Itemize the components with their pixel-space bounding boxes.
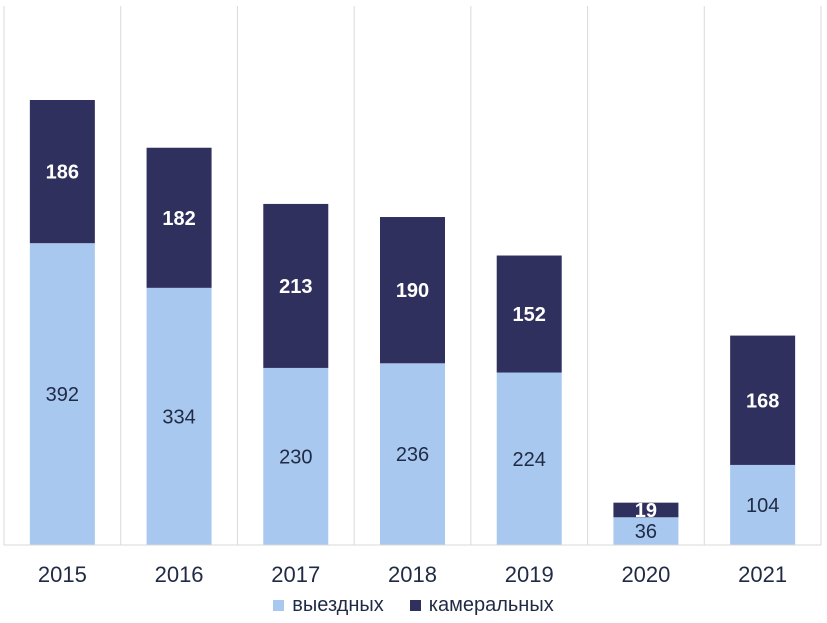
bar-vyezdnyh-2016 [146, 287, 212, 545]
data-label-kameralnyh-2016: 182 [162, 208, 195, 230]
bar-kameralnyh-2019 [496, 255, 562, 373]
data-label-kameralnyh-2019: 152 [513, 304, 546, 326]
data-label-vyezdnyh-2018: 236 [396, 444, 429, 466]
x-tick-label-2016: 2016 [155, 562, 204, 587]
legend-item-vyezdnyh: выездных [273, 594, 384, 617]
x-tick-label-2017: 2017 [271, 562, 320, 587]
bar-vyezdnyh-2018 [380, 363, 445, 545]
data-label-vyezdnyh-2021: 104 [746, 495, 779, 517]
bar-vyezdnyh-2019 [496, 372, 562, 545]
data-label-vyezdnyh-2015: 392 [46, 384, 79, 406]
legend-label-kameralnyh: камеральных [428, 594, 554, 616]
data-label-kameralnyh-2020: 19 [635, 500, 657, 522]
data-label-kameralnyh-2021: 168 [746, 390, 779, 412]
x-tick-label-2018: 2018 [388, 562, 437, 587]
grid-lines [3, 6, 822, 545]
data-label-kameralnyh-2018: 190 [396, 280, 429, 302]
bar-kameralnyh-2020 [613, 502, 679, 518]
data-label-kameralnyh-2017: 213 [279, 276, 312, 298]
data-label-vyezdnyh-2020: 36 [635, 521, 657, 543]
legend-label-vyezdnyh: выездных [292, 594, 384, 616]
data-label-vyezdnyh-2019: 224 [513, 449, 546, 471]
bar-kameralnyh-2015 [29, 100, 95, 244]
bar-kameralnyh-2021 [730, 335, 796, 465]
legend-swatch-vyezdnyh [273, 600, 285, 611]
bars [29, 100, 796, 546]
bar-vyezdnyh-2020 [613, 517, 679, 545]
legend-swatch-kameralnyh [409, 600, 421, 611]
data-label-kameralnyh-2015: 186 [46, 162, 79, 184]
bar-kameralnyh-2017 [263, 203, 329, 368]
bar-vyezdnyh-2015 [29, 243, 95, 546]
data-label-vyezdnyh-2017: 230 [279, 446, 312, 468]
bar-kameralnyh-2016 [146, 147, 212, 288]
bar-vyezdnyh-2021 [730, 464, 796, 545]
bar-kameralnyh-2018 [380, 217, 445, 364]
x-tick-label-2020: 2020 [621, 562, 670, 587]
x-tick-label-2019: 2019 [505, 562, 554, 587]
x-tick-label-2015: 2015 [38, 562, 87, 587]
legend-item-kameralnyh: камеральных [409, 594, 554, 617]
bar-vyezdnyh-2017 [263, 367, 329, 545]
legend: выездных камеральных [0, 594, 827, 617]
x-tick-label-2021: 2021 [738, 562, 787, 587]
x-axis-tick-labels: 2015 2016 2017 2018 2019 2020 2021 [38, 562, 787, 587]
data-label-vyezdnyh-2016: 334 [162, 406, 195, 428]
